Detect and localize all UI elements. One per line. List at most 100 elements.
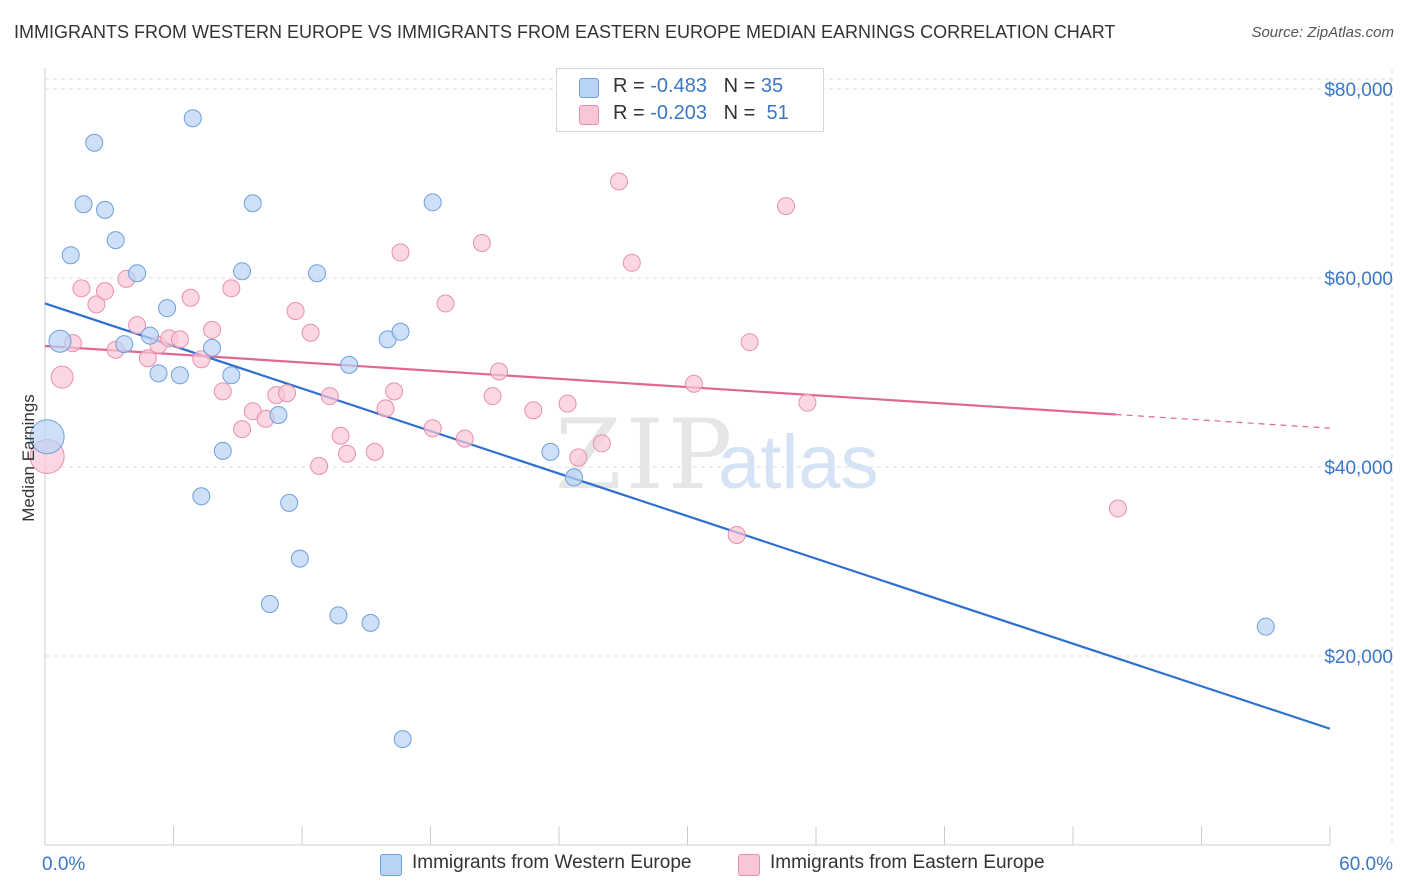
trend-lines (44, 302, 1331, 730)
point-eastern-26 (320, 387, 339, 406)
point-eastern-44 (622, 253, 641, 272)
series-legend: Immigrants from Western Europe Immigrant… (0, 852, 1406, 878)
point-western-23 (290, 549, 309, 568)
correlation-legend: R = -0.483 N = 35 R = -0.203 N = 51 (556, 68, 824, 132)
legend-r-value: -0.483 (650, 75, 707, 97)
point-eastern-1 (50, 365, 74, 389)
y-axis-label: Median Earnings (19, 394, 38, 522)
point-western-30 (393, 730, 412, 749)
point-western-2 (61, 246, 80, 265)
y-tick-label-3: $80,000 (1324, 80, 1393, 101)
point-eastern-33 (423, 419, 442, 438)
point-eastern-50 (1108, 499, 1127, 518)
point-western-25 (329, 606, 348, 625)
point-eastern-27 (331, 426, 350, 445)
legend-swatch-western (579, 78, 599, 98)
point-western-4 (85, 133, 104, 152)
point-western-15 (203, 338, 222, 357)
point-eastern-16 (213, 382, 232, 401)
point-western-14 (192, 487, 211, 506)
point-western-22 (280, 493, 299, 512)
point-western-1 (48, 329, 72, 353)
legend-text-western: R = -0.483 N = 35 (613, 75, 783, 98)
point-western-32 (541, 442, 560, 461)
point-western-5 (95, 200, 114, 219)
legend-row-western: R = -0.483 N = 35 (557, 73, 823, 101)
watermark-atlas: atlas (718, 420, 879, 505)
legend-n-label: N = (723, 102, 756, 124)
point-eastern-15 (203, 320, 222, 339)
point-western-24 (307, 264, 326, 283)
point-eastern-22 (278, 384, 297, 403)
point-eastern-47 (740, 333, 759, 352)
point-western-9 (140, 326, 159, 345)
point-western-33 (564, 468, 583, 487)
watermark: ZIP atlas (555, 399, 879, 511)
x-tick-label-start: 0.0% (42, 854, 85, 875)
point-eastern-45 (684, 374, 703, 393)
series-label-western: Immigrants from Western Europe (412, 852, 692, 873)
point-eastern-4 (87, 295, 106, 314)
legend-r-label: R = (613, 102, 645, 124)
point-western-21 (269, 405, 288, 424)
chart-title: IMMIGRANTS FROM WESTERN EUROPE VS IMMIGR… (14, 22, 1116, 42)
point-western-10 (149, 364, 168, 383)
x-tick-labels: 0.0% 60.0% (42, 854, 1393, 875)
point-western-3 (74, 195, 93, 214)
point-western-16 (213, 441, 232, 460)
point-eastern-35 (455, 429, 474, 448)
point-western-6 (106, 231, 125, 250)
y-tick-label-0: $20,000 (1324, 647, 1393, 668)
legend-r-value: -0.203 (650, 102, 707, 124)
point-eastern-12 (170, 330, 189, 349)
series-swatch-eastern (738, 854, 760, 876)
point-eastern-40 (558, 394, 577, 413)
point-eastern-38 (490, 362, 509, 381)
point-eastern-8 (128, 316, 147, 335)
point-eastern-36 (472, 233, 491, 252)
point-eastern-32 (391, 243, 410, 262)
point-eastern-30 (376, 399, 395, 418)
y-tick-labels: $20,000 $40,000 $60,000 $80,000 (1324, 80, 1393, 668)
legend-text-eastern: R = -0.203 N = 51 (613, 102, 789, 125)
point-western-12 (170, 366, 189, 385)
grid-lines (45, 70, 1393, 845)
y-tick-label-1: $40,000 (1324, 458, 1393, 479)
point-western-34 (1256, 617, 1275, 636)
legend-n-value: 35 (760, 75, 784, 97)
trend-line-dashed-1 (1115, 413, 1331, 429)
point-eastern-43 (609, 172, 628, 191)
x-tick-label-end: 60.0% (1339, 854, 1393, 875)
point-eastern-29 (365, 442, 384, 461)
point-eastern-5 (95, 282, 114, 301)
point-eastern-14 (192, 350, 211, 369)
source-label: Source: ZipAtlas.com (1251, 24, 1394, 41)
point-western-11 (158, 299, 177, 318)
legend-row-eastern: R = -0.203 N = 51 (557, 100, 823, 128)
point-western-31 (423, 193, 442, 212)
point-western-27 (361, 613, 380, 632)
point-western-19 (243, 194, 262, 213)
point-eastern-28 (337, 444, 356, 463)
point-eastern-46 (727, 526, 746, 544)
point-western-17 (222, 366, 241, 385)
point-western-29 (391, 322, 410, 341)
point-eastern-41 (569, 448, 588, 467)
point-eastern-25 (310, 457, 329, 476)
point-eastern-24 (301, 323, 320, 342)
point-western-0 (29, 419, 65, 455)
data-points (29, 109, 1275, 749)
legend-n-label: N = (723, 75, 756, 97)
series-label-eastern: Immigrants from Eastern Europe (770, 852, 1045, 873)
point-eastern-17 (222, 279, 241, 298)
point-eastern-34 (436, 294, 455, 313)
legend-r-label: R = (613, 75, 645, 97)
trend-line-1 (44, 344, 1116, 416)
point-eastern-3 (72, 279, 91, 298)
point-western-26 (340, 355, 359, 374)
point-western-7 (115, 335, 134, 354)
point-western-20 (260, 594, 279, 613)
trend-line-0 (44, 302, 1331, 730)
point-eastern-18 (233, 420, 252, 439)
point-western-13 (183, 109, 202, 128)
